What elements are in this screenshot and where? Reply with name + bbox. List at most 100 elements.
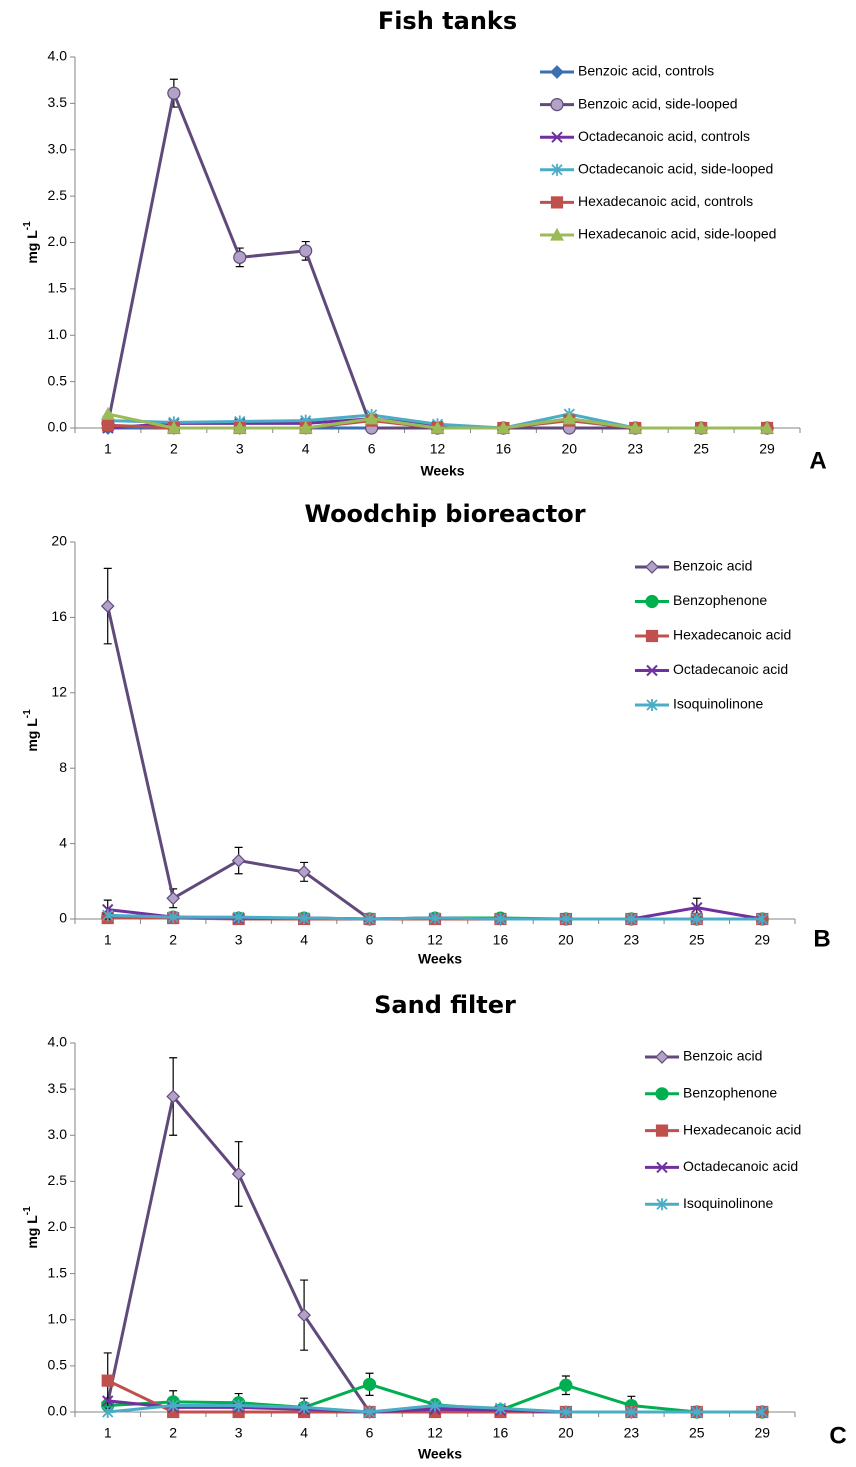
point-marker — [691, 913, 703, 925]
legend-marker — [656, 1198, 668, 1211]
y-tick-label: 3.0 — [48, 140, 68, 156]
y-tick-label: 0 — [59, 910, 67, 926]
point-marker — [429, 1399, 441, 1412]
legend-label: Hexadecanoic acid — [673, 627, 791, 643]
point-marker — [167, 1399, 179, 1412]
x-tick-label: 2 — [169, 932, 177, 948]
legend-label: Hexadecanoic acid — [683, 1121, 801, 1137]
point-marker — [363, 1406, 376, 1418]
x-tick-label: 12 — [427, 1425, 443, 1441]
point-marker — [494, 913, 507, 925]
chart-title: Woodchip bioreactor — [304, 500, 585, 528]
panel-label: B — [813, 925, 830, 952]
point-marker — [559, 1378, 573, 1392]
y-tick-label: 3.5 — [48, 1080, 68, 1096]
legend-marker — [655, 1087, 669, 1101]
y-tick-label: 4.0 — [48, 1034, 68, 1050]
y-tick-label: 12 — [51, 684, 67, 700]
point-marker — [166, 1089, 181, 1104]
x-tick-label: 20 — [558, 932, 574, 948]
point-marker — [232, 1399, 245, 1412]
point-marker — [494, 1402, 507, 1415]
point-marker — [756, 1406, 768, 1418]
point-marker — [102, 1395, 114, 1407]
point-marker — [756, 913, 768, 925]
x-tick-label: 25 — [689, 932, 705, 948]
x-tick-label: 29 — [754, 1425, 770, 1441]
x-tick-label: 29 — [754, 932, 770, 948]
legend-marker — [550, 65, 564, 79]
chart-title: Fish tanks — [378, 7, 517, 35]
point-marker — [625, 1406, 638, 1418]
legend-marker — [549, 227, 565, 241]
y-tick-label: 2.0 — [48, 233, 68, 249]
point-marker — [625, 913, 638, 925]
y-tick-label: 4.0 — [48, 48, 68, 64]
point-marker — [694, 420, 709, 434]
point-marker — [628, 420, 643, 434]
point-marker — [231, 853, 246, 868]
legend-marker — [551, 131, 563, 143]
y-axis-label: mg L-1 — [22, 1206, 40, 1249]
y-tick-label: 3.5 — [48, 94, 68, 110]
point-marker — [232, 420, 247, 434]
x-tick-label: 6 — [366, 932, 374, 948]
point-marker — [297, 865, 311, 879]
x-tick-label: 16 — [493, 1425, 509, 1441]
legend-label: Benzoic acid — [683, 1048, 762, 1064]
panel-label: C — [829, 1422, 846, 1449]
legend-label: Isoquinolinone — [673, 696, 764, 712]
legend-label: Benzoic acid — [673, 558, 752, 574]
point-marker — [232, 911, 245, 924]
y-tick-label: 16 — [51, 608, 67, 624]
y-tick-label: 1.5 — [48, 1264, 68, 1280]
x-tick-label: 6 — [366, 1425, 374, 1441]
y-axis-label-text: mg L — [24, 718, 40, 752]
point-marker — [364, 411, 379, 425]
x-tick-label: 1 — [104, 932, 112, 948]
x-tick-label: 12 — [427, 932, 443, 948]
point-marker — [101, 1374, 114, 1387]
y-tick-label: 2.5 — [48, 1172, 68, 1188]
point-marker — [167, 911, 179, 924]
legend-marker — [645, 560, 659, 574]
point-marker — [298, 420, 313, 434]
x-tick-label: 16 — [493, 932, 509, 948]
x-tick-label: 23 — [627, 441, 643, 457]
x-tick-label: 3 — [235, 932, 243, 948]
legend-label: Hexadecanoic acid, side-looped — [578, 226, 776, 242]
y-tick-label: 0.0 — [48, 1403, 68, 1419]
legend-label: Benzoic acid, side-looped — [578, 95, 738, 111]
legend-label: Octadecanoic acid, controls — [578, 128, 750, 144]
y-tick-label: 2.0 — [48, 1218, 68, 1234]
point-marker — [760, 420, 775, 434]
x-tick-label: 20 — [558, 1425, 574, 1441]
x-axis-label: Weeks — [420, 463, 464, 479]
x-tick-label: 3 — [235, 1425, 243, 1441]
x-tick-label: 2 — [170, 441, 178, 457]
y-tick-label: 0.5 — [48, 372, 68, 388]
legend-marker — [655, 1124, 669, 1137]
point-marker — [298, 912, 310, 925]
y-axis-label-text: mg L — [24, 230, 40, 264]
legend-marker — [646, 699, 658, 711]
series-line — [106, 605, 763, 921]
point-marker — [691, 901, 703, 914]
x-tick-label: 20 — [562, 441, 578, 457]
legend-marker — [645, 594, 659, 609]
point-marker — [562, 411, 577, 425]
y-tick-label: 1.5 — [48, 280, 68, 296]
y-tick-label: 0.5 — [48, 1357, 68, 1373]
chart-title: Sand filter — [374, 991, 516, 1019]
y-tick-label: 1.0 — [48, 326, 68, 342]
x-tick-label: 1 — [104, 441, 112, 457]
legend-label: Octadecanoic acid, side-looped — [578, 161, 773, 177]
point-marker — [102, 909, 114, 922]
point-marker — [100, 406, 115, 420]
x-tick-label: 2 — [169, 1425, 177, 1441]
y-axis-label: mg L-1 — [22, 709, 40, 752]
x-tick-label: 25 — [693, 441, 709, 457]
x-axis-label: Weeks — [418, 951, 462, 967]
x-tick-label: 29 — [759, 441, 775, 457]
legend-label: Octadecanoic acid — [683, 1158, 798, 1174]
